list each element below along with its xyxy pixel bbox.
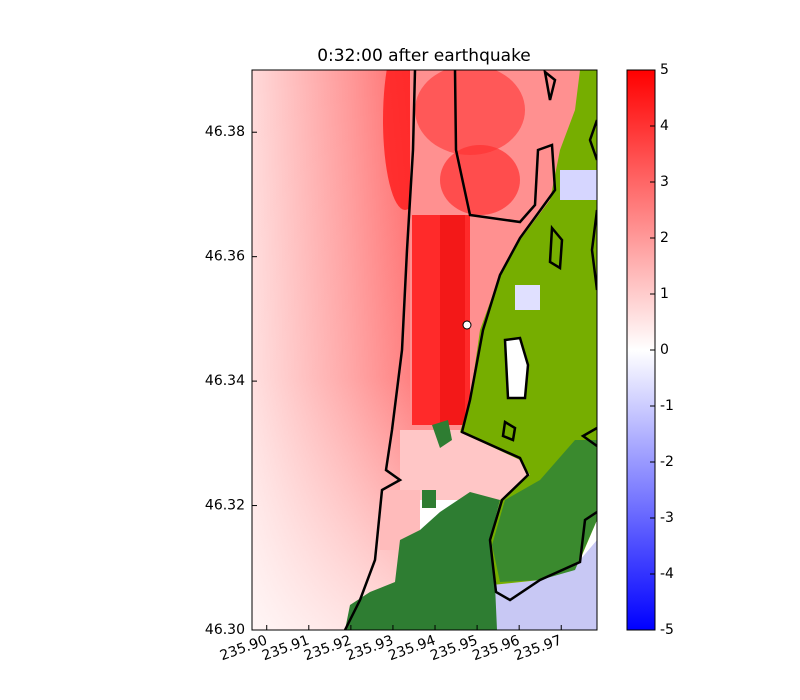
colorbar-tick-label: 1 [660, 286, 669, 302]
colorbar-tick-label: 2 [660, 230, 669, 246]
colorbar-tick-label: 0 [660, 342, 669, 358]
colorbar-tick-label: -2 [660, 454, 674, 470]
x-tick-label: 235.97 [512, 632, 564, 664]
y-tick-label: 46.32 [205, 498, 245, 514]
colorbar-tick-label: -1 [660, 398, 674, 414]
colorbar-tick-label: -4 [660, 566, 674, 582]
colorbar-tick-label: 5 [660, 62, 669, 78]
y-tick-label: 46.38 [205, 124, 245, 140]
y-tick-label: 46.36 [205, 249, 245, 265]
plot-frame [251, 69, 598, 631]
colorbar-tick-label: -3 [660, 510, 674, 526]
y-tick-label: 46.34 [205, 373, 245, 389]
y-tick-label: 46.30 [205, 622, 245, 638]
map-field [252, 70, 597, 630]
chart-title: 0:32:00 after earthquake [317, 46, 531, 66]
colorbar-tick-label: 4 [660, 118, 669, 134]
colorbar-tick-label: 3 [660, 174, 669, 190]
colorbar-tick-label: -5 [660, 622, 674, 638]
